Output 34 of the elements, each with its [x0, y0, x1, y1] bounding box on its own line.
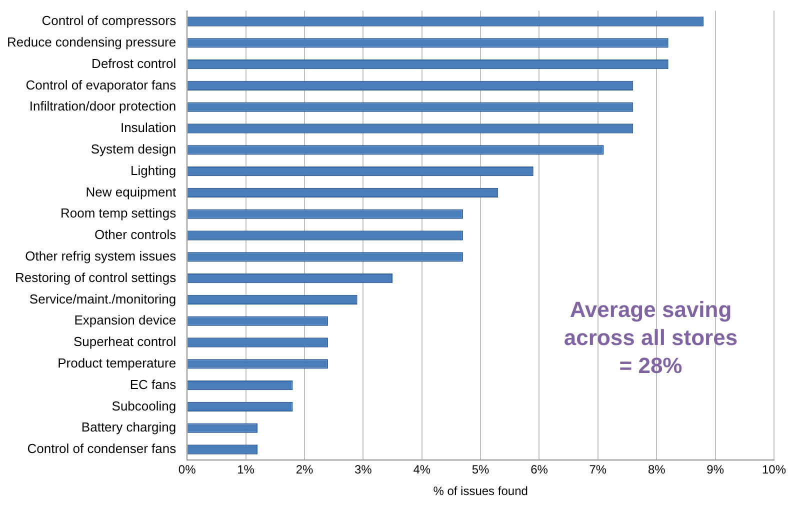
y-tick-label: Defrost control — [92, 56, 176, 71]
x-tick-label: 7% — [589, 462, 607, 477]
x-tick-label: 1% — [237, 462, 255, 477]
x-tick-label: 9% — [706, 462, 724, 477]
y-tick-label: Restoring of control settings — [14, 270, 177, 285]
y-tick-label: New equipment — [86, 184, 176, 200]
x-tick-label: 0% — [178, 462, 196, 477]
x-tick-label: 4% — [413, 462, 431, 477]
y-tick-label: System design — [90, 141, 176, 156]
y-tick-label: Service/maint./monitoring — [29, 291, 176, 306]
x-tick-label: 2% — [296, 462, 314, 477]
y-tick-label: Subcooling — [112, 398, 176, 414]
y-tick-label: Infiltration/door protection — [29, 98, 176, 114]
y-tick-label: Control of evaporator fans — [26, 77, 177, 92]
annotation: Average saving across all stores = 28% — [564, 296, 738, 378]
y-tick-label: Superheat control — [73, 334, 176, 350]
x-tick-label: 5% — [472, 462, 490, 477]
y-tick-label: Insulation — [120, 120, 176, 136]
y-tick-label: EC fans — [130, 376, 177, 392]
x-tick-label: 6% — [530, 462, 548, 477]
y-tick-label: Control of compressors — [42, 13, 177, 28]
y-tick-label: Product temperature — [58, 355, 176, 370]
x-tick-label: 8% — [648, 462, 666, 477]
x-tick-label: 3% — [354, 462, 372, 477]
y-tick-label: Other controls — [94, 227, 177, 242]
y-tick-label: Lighting — [130, 162, 176, 178]
y-tick-label: Other refrig system issues — [25, 248, 177, 264]
y-tick-label: Control of condenser fans — [27, 441, 177, 456]
y-tick-label: Reduce condensing pressure — [7, 34, 176, 50]
y-tick-label: Room temp settings — [60, 206, 177, 221]
x-tick-label: 10% — [762, 462, 786, 477]
y-tick-label: Expansion device — [74, 312, 176, 328]
y-tick-label: Battery charging — [81, 420, 176, 435]
x-axis-title: % of issues found — [433, 484, 528, 498]
